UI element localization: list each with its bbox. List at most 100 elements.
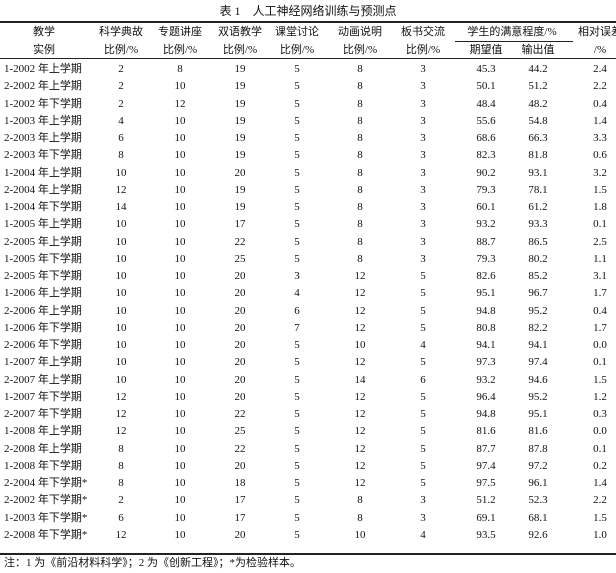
- cell: 1.7: [593, 287, 607, 300]
- cell: 1.5: [593, 373, 607, 386]
- cell: 10: [174, 494, 186, 507]
- cell: 93.1: [528, 166, 548, 179]
- cell: 25: [234, 252, 246, 265]
- cell: 2.5: [593, 235, 607, 248]
- row-label: 1-2002 年上学期: [4, 63, 82, 75]
- cell: 12: [354, 442, 366, 455]
- cell: 61.2: [528, 201, 548, 213]
- row-label: 2-2005 年上学期: [4, 235, 82, 248]
- cell: 10: [174, 166, 186, 179]
- cell: 5: [294, 494, 300, 507]
- cell: 19: [234, 63, 246, 75]
- cell: 5: [420, 459, 426, 472]
- row-label: 1-2003 年下学期*: [4, 511, 88, 524]
- cell: 12: [354, 356, 366, 369]
- header-cell: 专题讲座: [158, 26, 202, 38]
- cell: 10: [354, 339, 366, 351]
- cell: 2: [118, 80, 124, 93]
- cell: 1.1: [593, 252, 607, 265]
- cell: 51.2: [476, 494, 496, 507]
- table-note: 注：1 为《前沿材料科学》；2 为《创新工程》；*为检验样本。: [4, 557, 301, 569]
- cell: 10: [174, 373, 186, 386]
- cell: 80.2: [528, 252, 548, 265]
- cell: 10: [174, 511, 186, 524]
- cell: 2.4: [593, 63, 607, 75]
- row-label: 2-2003 年上学期: [4, 132, 82, 144]
- cell: 12: [354, 477, 366, 489]
- row-label: 2-2008 年下学期*: [4, 528, 88, 541]
- cell: 2: [118, 97, 124, 110]
- cell: 8: [357, 63, 363, 75]
- row-label: 1-2008 年下学期: [4, 459, 82, 472]
- cell: 8: [357, 149, 363, 162]
- cell: 10: [174, 408, 186, 420]
- cell: 1.8: [593, 201, 607, 213]
- cell: 2.2: [593, 494, 607, 507]
- cell: 8: [357, 132, 363, 144]
- cell: 8: [118, 442, 124, 455]
- cell: 3: [420, 252, 426, 265]
- cell: 10: [115, 235, 127, 248]
- cell: 50.1: [476, 80, 496, 93]
- cell: 1.4: [593, 477, 607, 489]
- cell: 12: [115, 425, 127, 438]
- cell: 8: [357, 201, 363, 213]
- cell: 12: [115, 390, 127, 403]
- cell: 10: [115, 356, 127, 369]
- cell: 94.6: [528, 373, 548, 386]
- cell: 5: [294, 252, 300, 265]
- cell: 19: [234, 97, 246, 110]
- cell: 20: [234, 459, 246, 472]
- cell: 94.1: [528, 339, 548, 351]
- cell: 10: [115, 373, 127, 386]
- cell: 95.1: [476, 287, 496, 300]
- cell: 55.6: [476, 114, 496, 127]
- cell: 1.5: [593, 511, 607, 524]
- cell: 93.2: [476, 218, 496, 231]
- cell: 5: [294, 528, 300, 541]
- row-label: 2-2002 年下学期*: [4, 494, 88, 507]
- cell: 12: [115, 408, 127, 420]
- cell: 5: [294, 97, 300, 110]
- cell: 8: [357, 97, 363, 110]
- cell: 10: [174, 425, 186, 438]
- cell: 8: [357, 166, 363, 179]
- cell: 96.1: [528, 477, 548, 489]
- cell: 48.2: [528, 97, 548, 110]
- header-cell: 课堂讨论: [275, 26, 319, 38]
- cell: 5: [420, 304, 426, 317]
- cell: 97.3: [476, 356, 496, 369]
- cell: 94.8: [476, 304, 496, 317]
- cell: 10: [174, 390, 186, 403]
- cell: 96.7: [528, 287, 548, 300]
- cell: 10: [115, 339, 127, 351]
- header-rule: [0, 58, 616, 59]
- cell: 66.3: [528, 132, 548, 144]
- cell: 5: [294, 339, 300, 351]
- cell: 5: [294, 132, 300, 144]
- cell: 0.3: [593, 408, 607, 420]
- row-label: 1-2002 年下学期: [4, 97, 82, 110]
- cell: 8: [118, 459, 124, 472]
- cell: 10: [174, 304, 186, 317]
- cell: 93.2: [476, 373, 496, 386]
- cell: 5: [420, 425, 426, 438]
- cell: 5: [420, 390, 426, 403]
- group-rule: [455, 41, 573, 42]
- cell: 5: [294, 425, 300, 438]
- cell: 18: [234, 477, 246, 489]
- cell: 5: [294, 201, 300, 213]
- cell: 81.6: [476, 425, 496, 438]
- row-label: 1-2005 年下学期: [4, 252, 82, 265]
- cell: 10: [115, 287, 127, 300]
- cell: 10: [174, 80, 186, 93]
- cell: 94.1: [476, 339, 496, 351]
- cell: 12: [174, 97, 186, 110]
- cell: 69.1: [476, 511, 496, 524]
- cell: 93.3: [528, 218, 548, 231]
- cell: 5: [294, 166, 300, 179]
- row-label: 1-2004 年下学期: [4, 201, 82, 213]
- cell: 3: [420, 201, 426, 213]
- cell: 90.2: [476, 166, 496, 179]
- cell: 4: [420, 339, 426, 351]
